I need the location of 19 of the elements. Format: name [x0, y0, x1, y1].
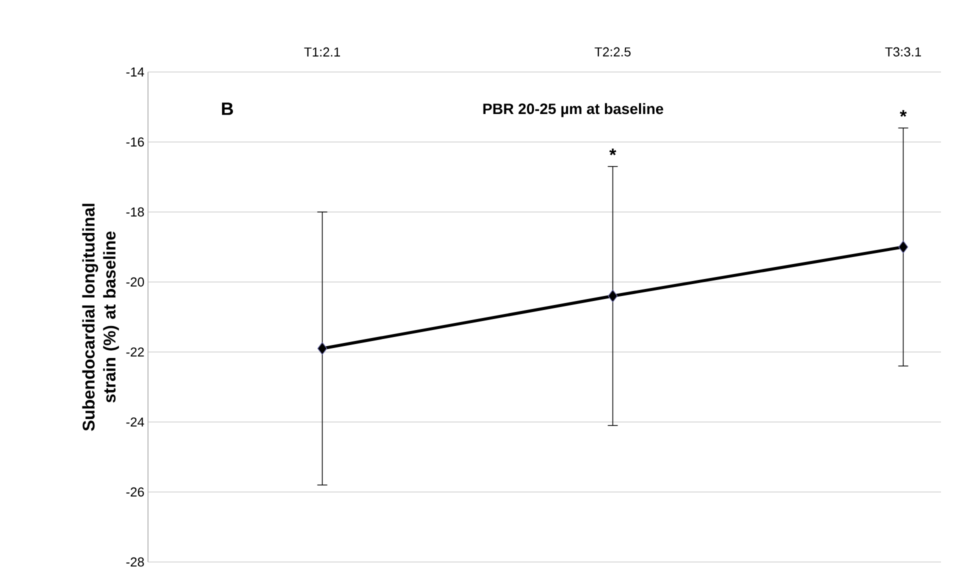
annotation: *: [900, 110, 907, 117]
point: [608, 290, 618, 302]
annotation: B: [222, 102, 233, 115]
x-tick-label: T3:3.1: [885, 47, 921, 56]
y-tick-label: -26: [126, 487, 144, 497]
y-tick-label: -16: [126, 137, 144, 147]
point: [898, 240, 908, 254]
y-axis-title: Subendocardial longitudinal strain (%) at baseline: [82, 204, 119, 431]
annotation: *: [609, 148, 616, 156]
y-tick-label: -18: [126, 207, 144, 217]
y-tick-label: -14: [126, 68, 144, 76]
y-tick-label: -24: [126, 417, 144, 427]
x-tick-label: T1:2.1: [304, 47, 340, 56]
point: [317, 342, 328, 355]
y-tick-label: -22: [126, 347, 144, 357]
x-tick-label: T2:2.5: [594, 47, 631, 56]
y-tick-label: -20: [126, 277, 144, 287]
text: PBR 20-25 µm at baseline: [483, 103, 664, 118]
y-tick-label: -28: [126, 557, 144, 567]
